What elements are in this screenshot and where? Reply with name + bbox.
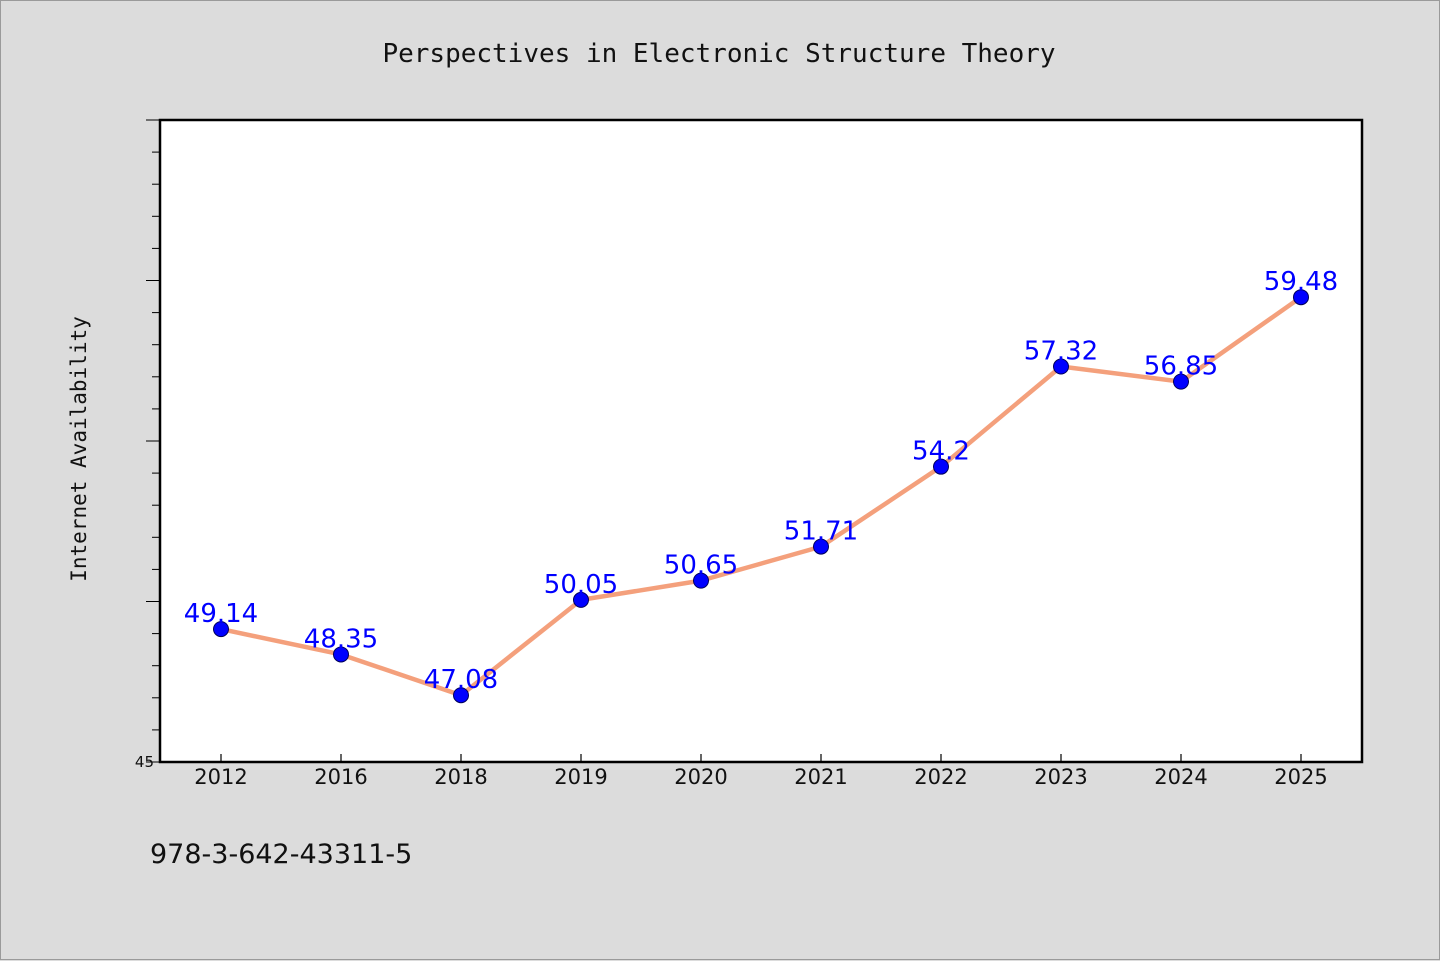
chart-title: Perspectives in Electronic Structure The… [382,39,1055,69]
data-label: 57.32 [1024,337,1098,367]
x-tick-label: 2019 [554,765,607,789]
x-tick-label: 2020 [674,765,727,789]
isbn-footer: 978-3-642-43311-5 [150,839,412,870]
x-tick-label: 2022 [914,765,967,789]
data-label: 50.65 [664,551,738,581]
data-point [1053,358,1069,375]
data-label: 49.14 [184,599,258,629]
plot-area [158,118,1364,764]
data-point [333,646,349,663]
data-point [933,458,949,475]
y-tick-label: 45 [135,753,154,771]
x-tick-label: 2024 [1154,765,1207,789]
data-points [213,289,1309,704]
series-line [218,294,1304,698]
data-point [813,538,829,555]
data-point [213,621,229,638]
data-label: 47.08 [424,665,498,695]
x-tick-label: 2021 [794,765,847,789]
data-point [573,591,589,608]
data-labels: 49.14 48.35 47.08 50.05 50.65 51.71 54.2 57.32 5… [184,267,1338,695]
data-point [693,572,709,589]
data-point [453,687,469,704]
x-tick-label: 2018 [434,765,487,789]
data-point [1173,373,1189,390]
y-axis-label: Internet Availability [67,316,91,582]
data-label: 54.2 [912,437,970,467]
x-axis-ticks: 2012 2016 2018 2019 2020 2021 2022 2023 2024 2025 [194,754,1328,789]
x-tick-label: 2012 [194,765,247,789]
data-label: 50.05 [544,570,618,600]
x-tick-label: 2023 [1034,765,1087,789]
data-label: 56.85 [1144,352,1218,382]
data-point [1293,289,1309,306]
x-tick-label: 2016 [314,765,367,789]
x-tick-label: 2025 [1274,765,1327,789]
data-label: 48.35 [304,624,378,654]
data-label: 59.48 [1264,267,1338,297]
series [218,294,1304,698]
y-axis-ticks: 45 [135,119,160,771]
data-label: 51.71 [784,517,858,547]
